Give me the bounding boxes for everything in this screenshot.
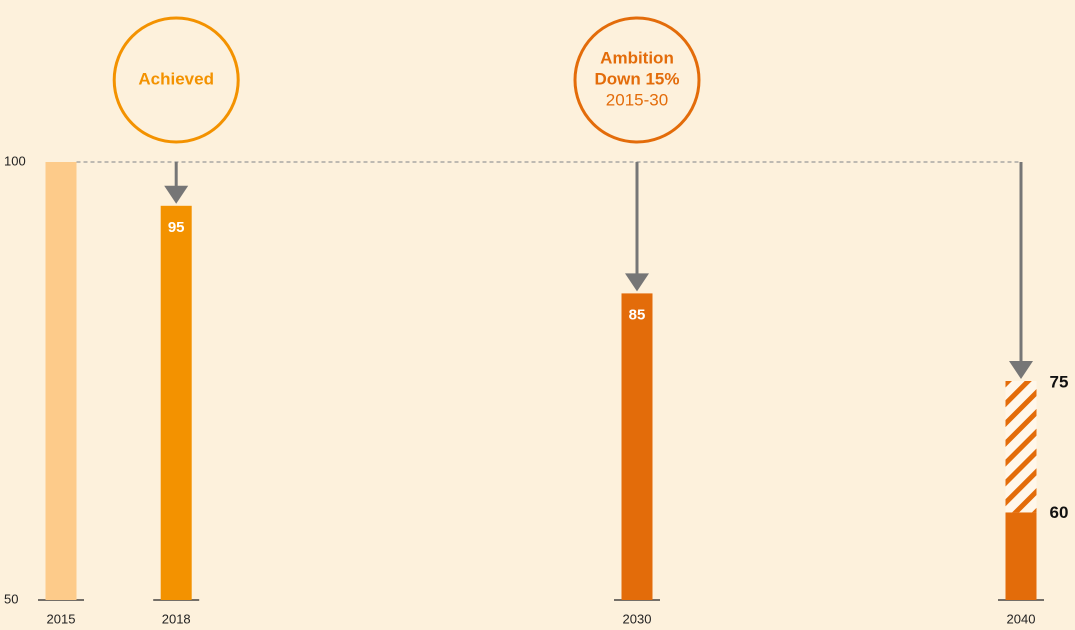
annotation-text: 2015-30 [606, 90, 668, 109]
value-label: 60 [1050, 503, 1069, 522]
annotation-text: Down 15% [594, 69, 679, 88]
annotation-text: Achieved [138, 69, 214, 88]
arrow-head [625, 273, 649, 292]
y-tick-label: 100 [4, 153, 26, 168]
arrow-head [1009, 361, 1033, 379]
annotation-circle [573, 16, 701, 144]
x-tick-label: 2018 [162, 611, 191, 626]
annotation-circle [112, 16, 240, 144]
range-bar [1005, 381, 1037, 513]
value-label: 95 [168, 219, 185, 236]
x-tick-label: 2015 [47, 611, 76, 626]
y-tick-label: 50 [4, 591, 18, 606]
bar [621, 293, 653, 600]
arrow-head [164, 185, 189, 204]
bar [160, 205, 192, 601]
annotation-text: Ambition [600, 48, 674, 67]
bar [45, 162, 77, 600]
range-label: 75 [1050, 372, 1069, 391]
value-label: 85 [629, 306, 646, 323]
bar [1005, 512, 1037, 600]
x-tick-label: 2040 [1007, 611, 1036, 626]
x-tick-label: 2030 [623, 611, 652, 626]
